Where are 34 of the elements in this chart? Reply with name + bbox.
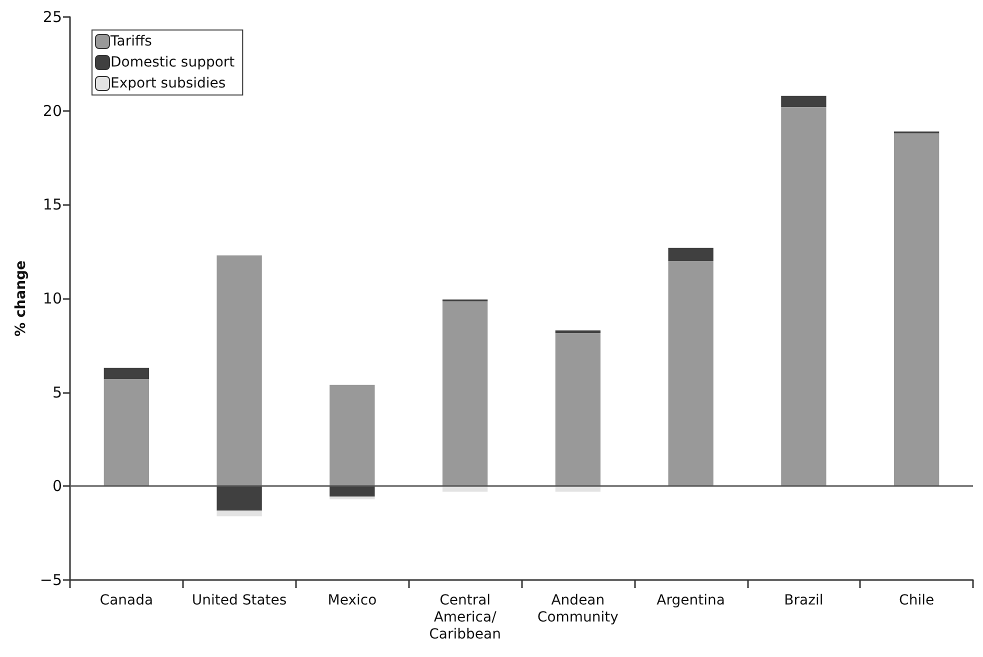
y-axis-title: % change	[13, 260, 29, 337]
y-tick-label: 5	[52, 383, 62, 402]
bar	[330, 496, 375, 500]
bar	[216, 255, 262, 486]
y-tick-label: 15	[42, 196, 62, 214]
x-tick-label: Canada	[100, 592, 154, 608]
bar	[216, 486, 262, 511]
bar	[668, 248, 714, 261]
y-tick-label: 20	[42, 102, 62, 120]
x-tick-label: Chile	[899, 592, 934, 608]
bar	[781, 96, 826, 108]
bar	[104, 379, 150, 486]
x-tick-label: Andean Community	[537, 592, 618, 626]
legend-label: Tariffs	[110, 34, 152, 50]
bar	[781, 107, 826, 486]
bar	[668, 260, 714, 486]
bar	[555, 333, 601, 486]
legend-label: Export subsidies	[110, 76, 226, 92]
bar	[894, 133, 940, 486]
x-tick-label: United States	[192, 592, 287, 608]
legend-label: Domestic support	[110, 54, 236, 70]
x-tick-label: Mexico	[328, 592, 377, 608]
x-tick-label: Argentina	[656, 592, 725, 608]
x-tick-label: Brazil	[784, 592, 824, 608]
bar	[216, 510, 262, 516]
bar	[330, 384, 375, 486]
y-tick-label: −5	[40, 571, 62, 589]
bar	[442, 301, 488, 486]
y-tick-label: 0	[52, 477, 62, 496]
bar	[104, 368, 150, 380]
x-tick-label: Central America/Caribbean	[429, 592, 501, 642]
y-tick-label: 25	[42, 8, 62, 26]
bar	[330, 486, 375, 496]
y-tick-label: 10	[42, 290, 62, 308]
